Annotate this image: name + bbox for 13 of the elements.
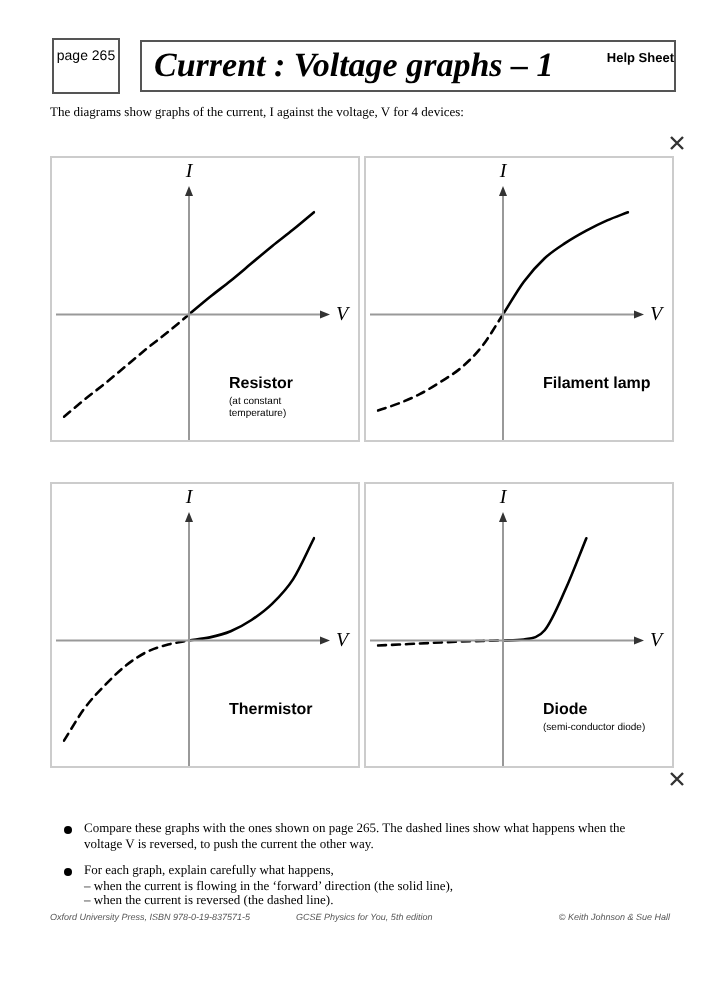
text: Diode <box>543 700 589 719</box>
annotation: Thermistor <box>229 700 313 719</box>
x-axis-title: V <box>650 303 666 326</box>
annotation: Filament lamp <box>543 374 651 393</box>
x-axis-title: V <box>650 629 666 652</box>
y-axis-title: I <box>183 161 194 184</box>
annotation: Resistor <box>229 374 294 393</box>
x-axis-title: V <box>336 303 352 326</box>
y-axis-title: I <box>497 161 508 184</box>
x-axis-title: V <box>336 629 352 652</box>
y-axis-title: I <box>183 487 194 510</box>
text: Current : Voltage graphs – 1 <box>154 46 554 84</box>
y-axis-title: I <box>497 487 508 510</box>
